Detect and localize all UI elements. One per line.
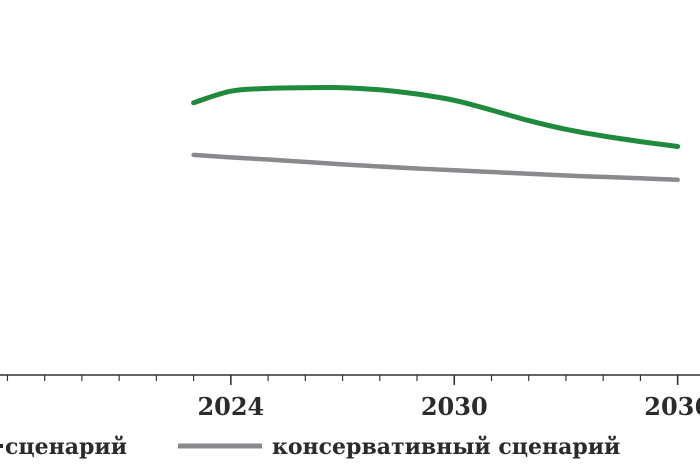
series-line-base (191, 84, 681, 149)
x-tick-label: 2036 (644, 392, 700, 421)
legend-item-conservative: консервативный сценарий (178, 434, 620, 460)
x-axis-ticks (6, 375, 679, 385)
legend-label-conservative: консервативный сценарий (272, 434, 620, 460)
legend-label-fragment (0, 444, 3, 448)
x-axis-tick-labels: 2024 2030 2036 (197, 392, 700, 421)
legend: сценарий консервативный сценарий (0, 434, 620, 460)
series-layer (191, 84, 681, 183)
x-tick-label: 2024 (197, 392, 264, 421)
legend-label-base: сценарий (5, 434, 127, 460)
legend-item-base: сценарий (0, 434, 127, 460)
x-tick-label: 2030 (421, 392, 488, 421)
x-axis: 2024 2030 2036 (0, 374, 700, 421)
series-line-conservative (191, 152, 680, 183)
